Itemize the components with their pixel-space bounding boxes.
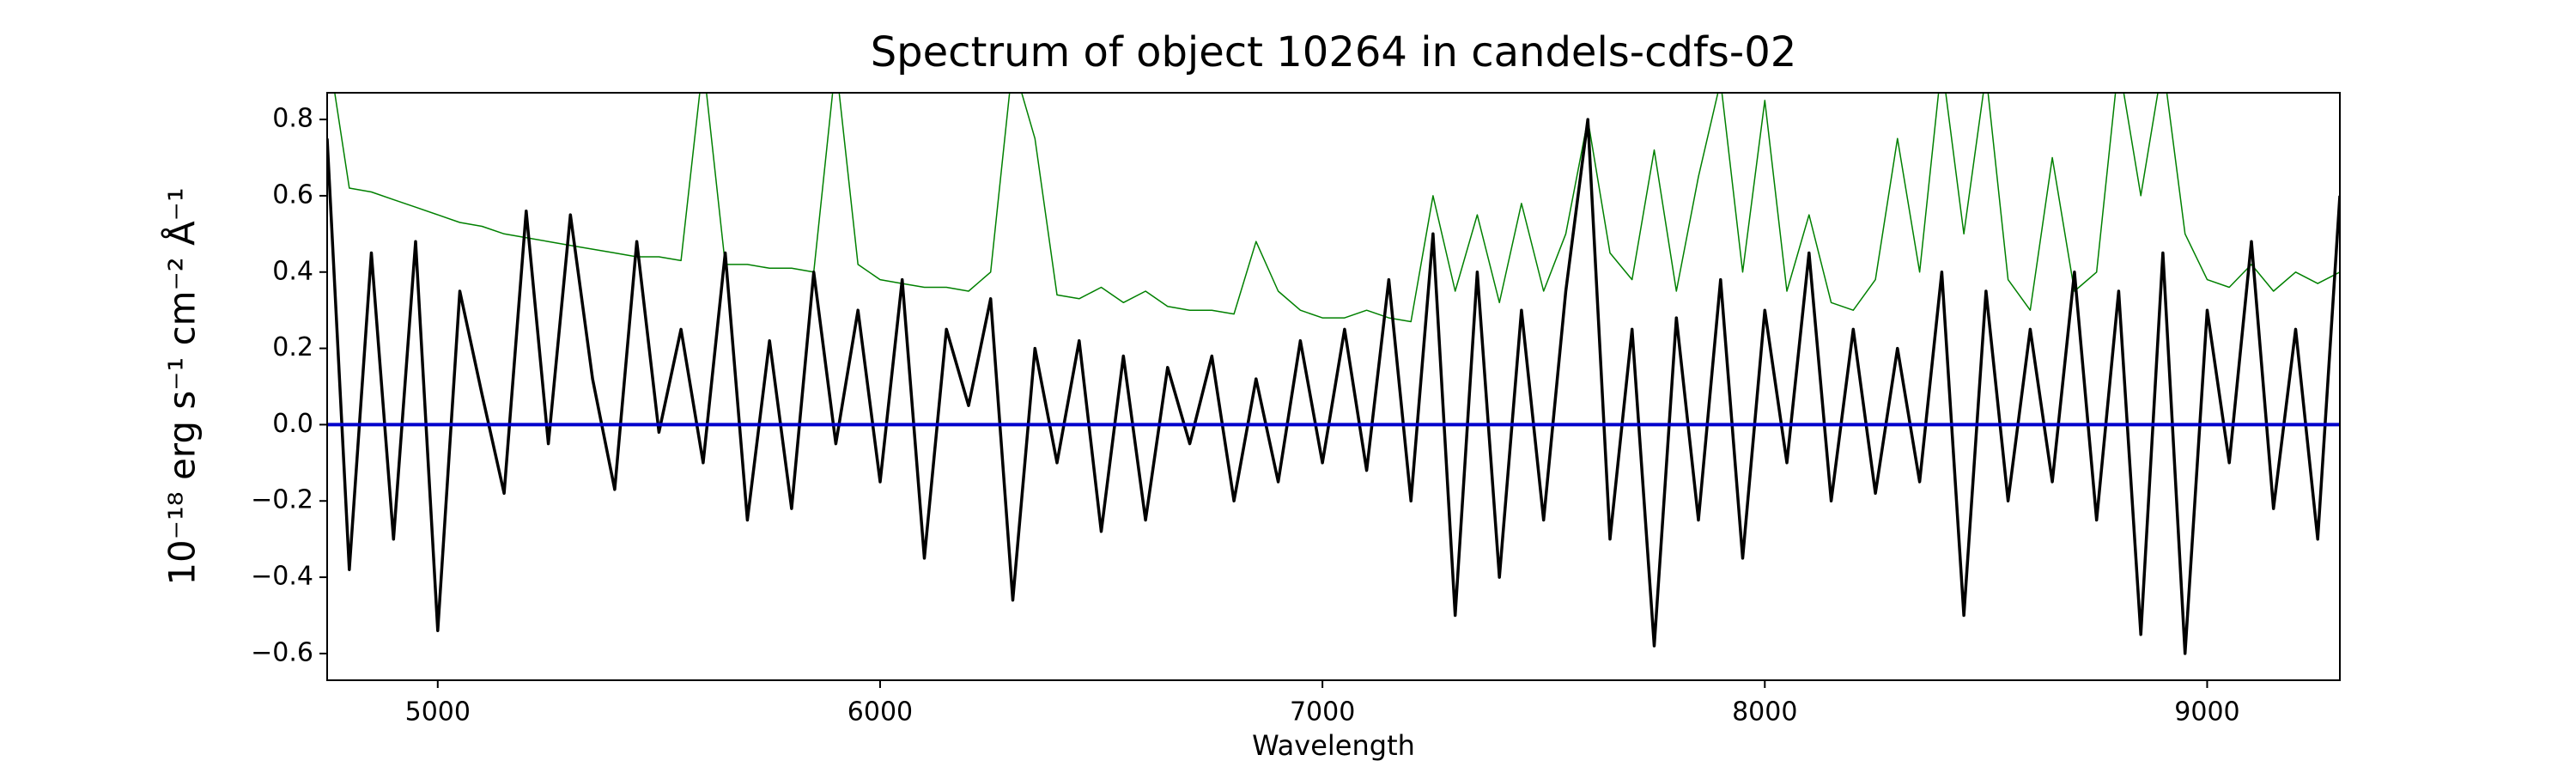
y-tick-label: 0.0 [272, 409, 313, 439]
y-tick-label: −0.4 [251, 562, 313, 592]
y-tick-label: −0.6 [251, 637, 313, 667]
y-tick-label: 0.4 [272, 256, 313, 286]
spectrum-line [327, 118, 2340, 655]
plot-frame [326, 92, 2341, 681]
spectrum-line [334, 93, 2340, 323]
y-tick-label: −0.2 [251, 485, 313, 515]
plot-lines [327, 93, 2340, 655]
x-tick-label: 7000 [1290, 697, 1355, 727]
y-tick-label: 0.2 [272, 332, 313, 362]
x-axis-label: Wavelength [1252, 729, 1415, 762]
y-tick-label: 0.8 [272, 104, 313, 134]
x-tick-label: 9000 [2174, 697, 2239, 727]
x-tick-label: 6000 [848, 697, 913, 727]
x-tick-label: 5000 [405, 697, 471, 727]
x-tick-label: 8000 [1732, 697, 1797, 727]
y-axis-label: 10⁻¹⁸ erg s⁻¹ cm⁻² Å⁻¹ [161, 187, 204, 585]
chart-title: Spectrum of object 10264 in candels-cdfs… [871, 28, 1797, 76]
y-tick-label: 0.6 [272, 180, 313, 210]
